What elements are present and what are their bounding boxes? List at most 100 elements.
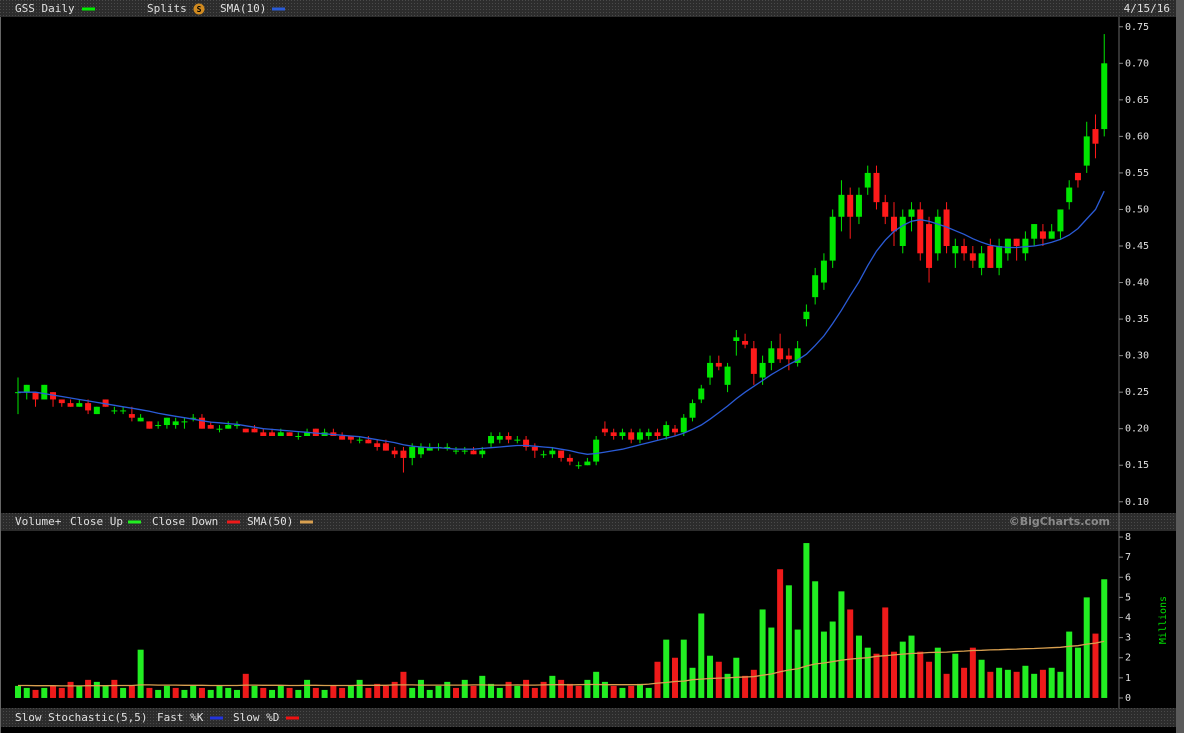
legend-label: Close Up xyxy=(70,515,123,528)
candle-body xyxy=(759,362,766,378)
candle-body xyxy=(234,425,240,427)
candle-body xyxy=(128,414,135,418)
y-tick-label: 0.10 xyxy=(1125,497,1149,508)
candle-body xyxy=(899,216,906,246)
candle-body xyxy=(917,209,924,254)
candle-body xyxy=(23,384,30,393)
volume-bar xyxy=(295,689,302,698)
candle-body xyxy=(181,421,188,423)
volume-bar xyxy=(707,655,714,698)
candle-body xyxy=(417,446,424,455)
volume-bar xyxy=(111,679,118,698)
candle-body xyxy=(198,417,205,429)
volume-bar xyxy=(216,685,223,698)
candle-body xyxy=(864,172,871,188)
volume-bar xyxy=(654,661,661,698)
candle-body xyxy=(742,341,749,345)
candle-body xyxy=(137,417,144,422)
candle-body xyxy=(891,216,897,232)
candle-body xyxy=(777,348,784,360)
candle-body xyxy=(750,348,757,374)
candle-body xyxy=(207,425,214,429)
candle-body xyxy=(76,403,83,407)
chart-title: GSS Daily xyxy=(15,2,75,15)
volume-bar xyxy=(855,635,862,698)
volume-bar xyxy=(794,629,801,698)
volume-bar xyxy=(496,687,503,698)
volume-bar xyxy=(444,681,451,698)
volume-bar xyxy=(864,647,871,698)
volume-bar xyxy=(943,673,950,698)
candle-body xyxy=(531,446,538,451)
volume-bar xyxy=(461,679,468,698)
splits-label: Splits xyxy=(147,2,187,15)
candle-body xyxy=(733,337,740,341)
candle-body xyxy=(382,443,389,451)
volume-bar xyxy=(225,687,232,698)
volume-bar xyxy=(15,685,21,698)
volume-bar xyxy=(715,661,722,698)
legend-label: SMA(10) xyxy=(220,2,266,15)
volume-bar xyxy=(899,641,906,698)
y-tick-label: 0.60 xyxy=(1125,131,1149,142)
candle-body xyxy=(663,425,670,436)
candle-body xyxy=(58,399,65,404)
candle-body xyxy=(584,461,591,466)
candle-body xyxy=(470,450,477,455)
volume-bar xyxy=(645,687,652,698)
volume-bar xyxy=(128,685,135,698)
candle-body xyxy=(1057,209,1064,232)
split-badge-icon xyxy=(193,3,205,15)
candle-body xyxy=(952,246,959,254)
y-tick-label: 0.50 xyxy=(1125,204,1149,215)
candle-body xyxy=(768,348,775,363)
volume-bar xyxy=(470,685,477,698)
y-tick-label: 0.55 xyxy=(1125,168,1149,179)
candle-body xyxy=(575,465,582,467)
candle-body xyxy=(339,436,346,440)
candle-body xyxy=(461,450,468,452)
candle-body xyxy=(961,246,968,254)
volume-bar xyxy=(750,669,757,698)
candle-body xyxy=(391,450,398,455)
volume-bar xyxy=(689,667,696,698)
split-badge: S xyxy=(197,5,202,14)
volume-bar xyxy=(759,609,766,698)
volume-bar xyxy=(549,675,556,698)
volume-bar xyxy=(312,687,319,698)
candle-body xyxy=(566,457,573,462)
volume-bar xyxy=(304,679,311,698)
volume-bar xyxy=(120,687,127,698)
candle-body xyxy=(1031,224,1038,239)
y-tick-label: 0.70 xyxy=(1125,58,1149,69)
y-tick-label: 6 xyxy=(1125,572,1131,583)
candle-body xyxy=(689,403,696,418)
candle-body xyxy=(926,224,933,268)
y-tick-label: 0.20 xyxy=(1125,424,1149,435)
volume-bar xyxy=(891,651,897,698)
candle-body xyxy=(724,366,731,385)
volume-bar xyxy=(1101,579,1108,698)
volume-bar xyxy=(829,621,836,698)
volume-bar xyxy=(102,685,109,698)
volume-bar xyxy=(269,689,276,698)
volume-bar xyxy=(742,675,749,698)
candle-body xyxy=(698,388,705,400)
volume-bar xyxy=(260,687,267,698)
candle-body xyxy=(803,311,810,320)
candle-body xyxy=(93,406,100,415)
volume-bar xyxy=(969,647,976,698)
volume-bar xyxy=(347,685,354,698)
candle-body xyxy=(190,417,197,419)
candle-body xyxy=(146,421,153,429)
volume-bar xyxy=(698,613,705,698)
volume-bar xyxy=(882,607,889,698)
volume-bar xyxy=(137,649,144,698)
candle-body xyxy=(269,432,276,436)
volume-bar xyxy=(426,689,433,698)
y-tick-label: 0.35 xyxy=(1125,314,1149,325)
volume-bar xyxy=(1004,669,1011,698)
